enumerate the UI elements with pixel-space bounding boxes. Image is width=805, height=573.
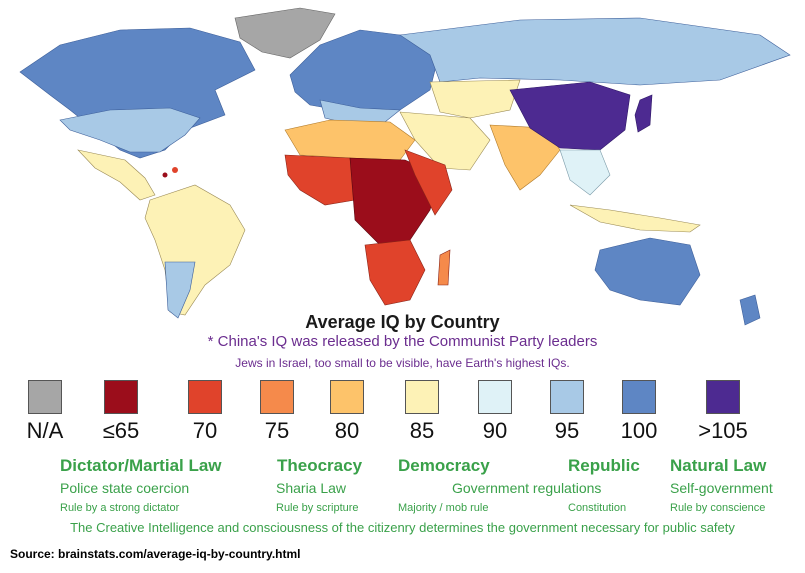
usa [59,107,201,153]
legend-label: 95 [554,418,580,443]
gov-democracy-rule: Majority / mob rule [398,502,489,514]
footer-statement: The Creative Intelligence and consciousn… [70,520,735,535]
legend-swatch [104,380,138,414]
legend-swatch [188,380,222,414]
gov-dictator-rule: Rule by a strong dictator [60,502,180,514]
russia [399,17,791,86]
central-asia [429,79,521,119]
legend-swatch [706,380,740,414]
legend-label: 75 [264,418,290,443]
source-text: Source: brainstats.com/average-iq-by-cou… [10,547,301,561]
gov-democracy-desc: Government regulations [452,480,602,496]
europe [289,29,441,113]
gov-theocracy-rule: Rule by scripture [276,502,359,514]
southeast-asia [559,149,611,196]
north-africa [284,119,416,161]
east-africa [404,149,453,216]
china-note: * China's IQ was released by the Communi… [207,333,598,350]
new-zealand [739,294,761,326]
legend-label: ≤65 [102,418,140,443]
australia [594,237,701,306]
legend-label: 100 [620,418,658,443]
legend-label: >105 [698,418,748,443]
legend-swatch [330,380,364,414]
legend-swatch [478,380,512,414]
gov-theocracy-name: Theocracy [277,456,363,475]
map-title: Average IQ by Country [305,312,500,332]
gov-theocracy-desc: Sharia Law [276,480,347,496]
madagascar [437,249,451,286]
china [509,81,631,151]
israel-note: Jews in Israel, too small to be visible,… [235,356,570,370]
indonesia [569,204,701,233]
south-america [144,184,246,316]
gov-natural-law-desc: Self-government [670,480,773,496]
gov-natural-law-rule: Rule by conscience [670,502,766,514]
legend-swatch [405,380,439,414]
gov-democracy-name: Democracy [398,456,490,475]
argentina [164,261,196,319]
legend-label: 70 [192,418,218,443]
central-america [77,149,156,201]
legend-label: 80 [334,418,360,443]
legend-swatch [260,380,294,414]
world-map [19,7,791,326]
gov-natural-law-name: Natural Law [670,456,767,475]
gov-republic-name: Republic [568,456,640,475]
legend-label: N/A [26,418,64,443]
gov-dictator-name: Dictator/Martial Law [60,456,222,475]
legend-swatch [622,380,656,414]
legend-swatch [28,380,62,414]
southern-africa [364,239,426,306]
legend-label: 90 [482,418,508,443]
gov-republic-rule: Constitution [568,502,627,514]
west-africa [284,154,356,206]
japan [634,94,653,133]
gov-dictator-desc: Police state coercion [60,480,190,496]
greenland [234,7,336,59]
legend-swatch [550,380,584,414]
legend-label: 85 [409,418,435,443]
